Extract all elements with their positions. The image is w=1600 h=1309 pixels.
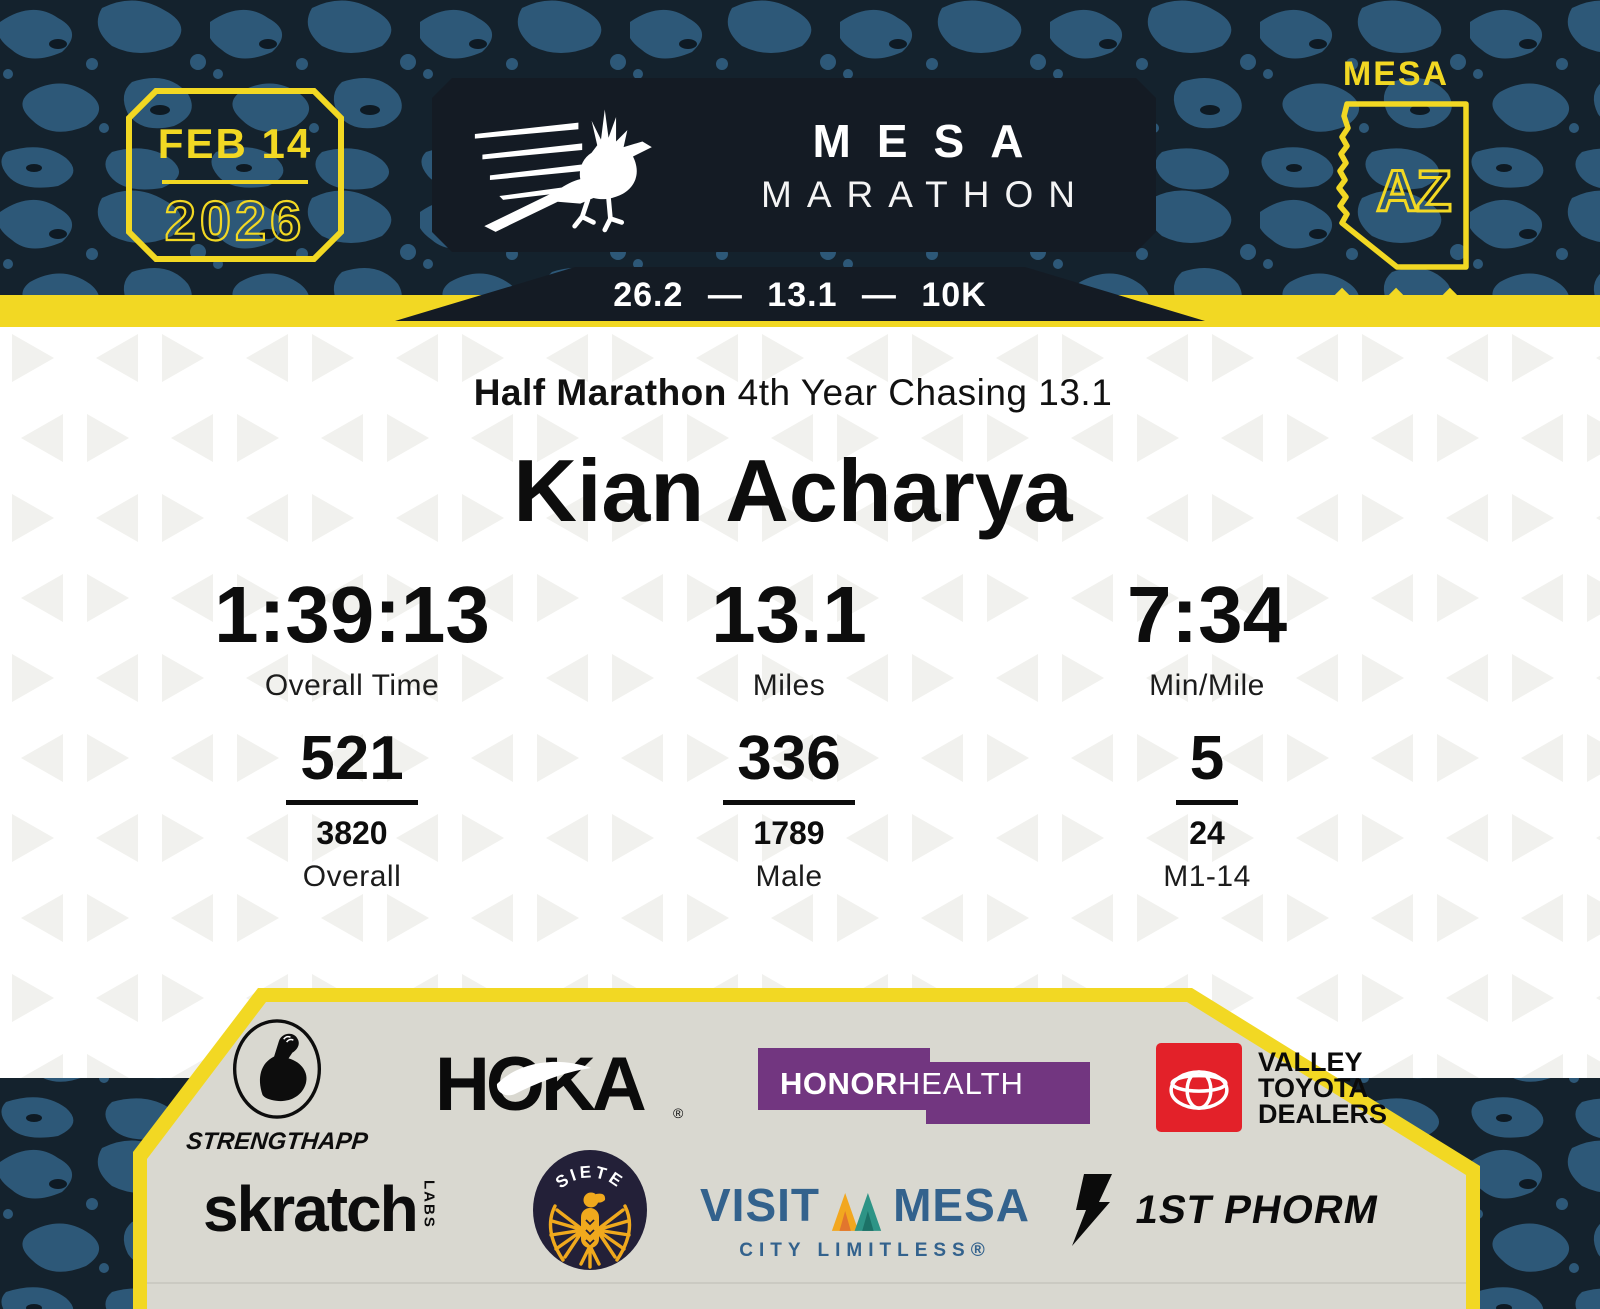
skratch-wordmark: skratch xyxy=(203,1173,419,1245)
rank-place: 336 xyxy=(723,728,855,805)
mesa-text: MESA xyxy=(893,1179,1030,1231)
body-texture xyxy=(0,300,1600,1078)
rank-field-size: 3820 xyxy=(316,815,388,851)
sponsor-visitmesa: VISIT MESA CITY LIMITLESS® xyxy=(700,1178,1030,1262)
rank-label: M1-14 xyxy=(1163,860,1251,893)
mesa-az-emblem: MESA AZ ◆ ◆ ◆ ◆ ◆ xyxy=(1298,55,1494,328)
honor-text: HONOR xyxy=(780,1066,898,1101)
rank-place: 5 xyxy=(1175,728,1239,805)
toyota-line2: TOYOTA xyxy=(1258,1073,1369,1103)
stat-overall-time: 1:39:13 Overall Time xyxy=(192,575,512,703)
stat-value: 13.1 xyxy=(711,570,867,659)
honorhealth-block-right xyxy=(926,1062,1090,1124)
rank-label: Overall xyxy=(302,860,402,893)
toyota-emblem-icon xyxy=(1169,1069,1229,1110)
stat-pace: 7:34 Min/Mile xyxy=(1047,575,1367,703)
strengthapp-wordmark: STRENGTHAPP xyxy=(184,1128,370,1155)
visitmesa-tagline: CITY LIMITLESS® xyxy=(739,1240,991,1261)
race-type: Half Marathon xyxy=(473,372,727,413)
honorhealth-block-left xyxy=(758,1048,930,1110)
stat-value: 1:39:13 xyxy=(214,570,490,659)
hoka-registered-mark: ® xyxy=(673,1105,684,1121)
health-text: HEALTH xyxy=(897,1066,1024,1101)
bicep-icon xyxy=(232,1019,322,1119)
siete-bird-body xyxy=(581,1192,606,1248)
siete-bird-icon xyxy=(548,1204,632,1269)
stat-label: Overall Time xyxy=(264,669,440,702)
emblem-diamonds-icon: ◆ ◆ ◆ ◆ ◆ xyxy=(1334,284,1475,328)
honorhealth-wordmark: HONORHEALTH xyxy=(780,1066,1024,1102)
stat-label: Miles xyxy=(752,669,826,702)
event-date-monthday: FEB 14 xyxy=(157,120,313,167)
toyota-line1: VALLEY xyxy=(1258,1047,1363,1077)
visitmesa-mountain-icon xyxy=(831,1192,882,1231)
sponsor-hoka: HOKA ® xyxy=(435,1042,685,1127)
rank-field-size: 1789 xyxy=(753,815,825,851)
race-tagline: 4th Year Chasing 13.1 xyxy=(737,372,1113,413)
toyota-wordmark: VALLEY TOYOTA DEALERS xyxy=(1258,1047,1388,1129)
distances-trapezoid xyxy=(395,267,1205,321)
rank-place: 521 xyxy=(286,728,418,805)
stat-label: Min/Mile xyxy=(1149,669,1265,702)
sponsor-skratch: skratch LABS xyxy=(203,1172,438,1246)
runner-name: Kian Acharya xyxy=(513,441,1073,540)
rank-field-size: 24 xyxy=(1189,815,1225,851)
emblem-state-label: AZ xyxy=(1376,159,1450,224)
distances-label: 26.2 — 13.1 — 10K xyxy=(613,276,987,314)
sponsor-siete: SIETE xyxy=(533,1150,647,1270)
hoka-wordmark: HOKA ® xyxy=(435,1042,684,1127)
event-title-line2: MARATHON xyxy=(761,174,1090,215)
sponsor-1stphorm: 1ST PHORM xyxy=(1068,1172,1382,1248)
roadrunner-logo-icon xyxy=(474,109,652,233)
date-badge-frame-icon xyxy=(126,88,344,262)
event-date-year: 2026 xyxy=(165,189,306,252)
siete-bird-markings xyxy=(585,1219,595,1246)
emblem-city-label: MESA xyxy=(1342,55,1450,93)
hoka-text: HOKA xyxy=(435,1046,645,1124)
toyota-badge xyxy=(1156,1043,1242,1132)
sponsor-strengthapp: STRENGTHAPP xyxy=(182,1018,372,1156)
1stphorm-wordmark: 1ST PHORM xyxy=(1132,1187,1383,1232)
date-badge: FEB 14 2026 xyxy=(126,88,344,262)
hero-block: Half Marathon 4th Year Chasing 13.1 Kian… xyxy=(0,372,1586,542)
1stphorm-bolt-icon xyxy=(1072,1174,1112,1246)
rank-gender: 336 1789 Male xyxy=(629,728,949,894)
sponsor-panel xyxy=(147,1002,1466,1309)
event-title-line1: MESA xyxy=(812,115,1050,167)
date-divider xyxy=(162,180,308,184)
skratch-labs-text: LABS xyxy=(420,1180,438,1229)
race-subtitle: Half Marathon 4th Year Chasing 13.1 xyxy=(0,372,1586,414)
event-date-year-outline: 2026 xyxy=(164,188,306,253)
stat-miles: 13.1 Miles xyxy=(629,575,949,703)
rank-division: 5 24 M1-14 xyxy=(1047,728,1367,894)
rank-overall: 521 3820 Overall xyxy=(192,728,512,894)
rank-label: Male xyxy=(755,860,823,893)
visit-text: VISIT xyxy=(700,1179,821,1231)
toyota-line3: DEALERS xyxy=(1258,1099,1388,1129)
sponsor-honorhealth: HONORHEALTH xyxy=(758,1048,1090,1124)
hoka-bird-icon xyxy=(496,1061,591,1096)
event-logo-box: MESA MARATHON xyxy=(432,78,1156,252)
stat-value: 7:34 xyxy=(1126,570,1288,659)
arizona-outline-icon: AZ xyxy=(1336,101,1469,270)
